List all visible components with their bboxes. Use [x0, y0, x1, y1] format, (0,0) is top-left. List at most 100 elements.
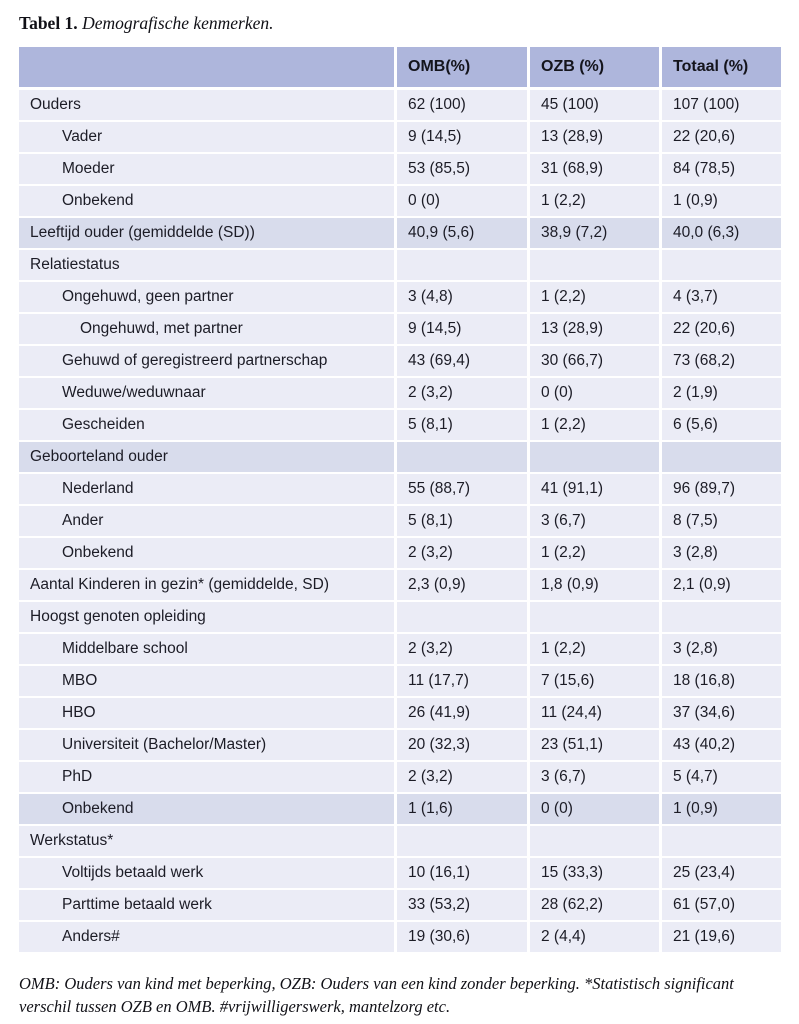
omb-value-cell: 1 (1,6)	[397, 794, 527, 824]
totaal-value-cell: 5 (4,7)	[662, 762, 781, 792]
table-row: Geboorteland ouder	[19, 442, 781, 472]
row-label-cell: Weduwe/weduwnaar	[19, 378, 394, 408]
omb-value-cell: 5 (8,1)	[397, 506, 527, 536]
totaal-value-cell: 61 (57,0)	[662, 890, 781, 920]
header-cell-ozb: OZB (%)	[530, 47, 659, 87]
totaal-value-cell: 25 (23,4)	[662, 858, 781, 888]
totaal-value-cell: 2,1 (0,9)	[662, 570, 781, 600]
header-cell-totaal: Totaal (%)	[662, 47, 781, 87]
omb-value-cell: 53 (85,5)	[397, 154, 527, 184]
omb-value-cell: 3 (4,8)	[397, 282, 527, 312]
table-row: Ongehuwd, met partner 9 (14,5) 13 (28,9)…	[19, 314, 781, 344]
omb-value-cell: 11 (17,7)	[397, 666, 527, 696]
table-caption: Tabel 1. Demografische kenmerken.	[19, 13, 780, 34]
totaal-value-cell	[662, 602, 781, 632]
totaal-value-cell: 4 (3,7)	[662, 282, 781, 312]
row-label-cell: Relatiestatus	[19, 250, 394, 280]
table-row: Gescheiden 5 (8,1) 1 (2,2) 6 (5,6)	[19, 410, 781, 440]
omb-value-cell: 9 (14,5)	[397, 314, 527, 344]
row-label-cell: Onbekend	[19, 186, 394, 216]
row-label-cell: Parttime betaald werk	[19, 890, 394, 920]
row-label-cell: Leeftijd ouder (gemiddelde (SD))	[19, 218, 394, 248]
ozb-value-cell: 1 (2,2)	[530, 634, 659, 664]
ozb-value-cell: 3 (6,7)	[530, 762, 659, 792]
table-row: Weduwe/weduwnaar 2 (3,2) 0 (0) 2 (1,9)	[19, 378, 781, 408]
table-row: Ouders 62 (100) 45 (100) 107 (100)	[19, 90, 781, 120]
omb-value-cell: 2 (3,2)	[397, 538, 527, 568]
omb-value-cell: 10 (16,1)	[397, 858, 527, 888]
omb-value-cell	[397, 602, 527, 632]
table-row: Moeder 53 (85,5) 31 (68,9) 84 (78,5)	[19, 154, 781, 184]
omb-value-cell: 2 (3,2)	[397, 378, 527, 408]
totaal-value-cell: 1 (0,9)	[662, 794, 781, 824]
omb-value-cell: 19 (30,6)	[397, 922, 527, 952]
ozb-value-cell: 13 (28,9)	[530, 122, 659, 152]
ozb-value-cell: 7 (15,6)	[530, 666, 659, 696]
totaal-value-cell: 8 (7,5)	[662, 506, 781, 536]
totaal-value-cell: 1 (0,9)	[662, 186, 781, 216]
table-row: HBO 26 (41,9) 11 (24,4) 37 (34,6)	[19, 698, 781, 728]
omb-value-cell: 0 (0)	[397, 186, 527, 216]
omb-value-cell	[397, 250, 527, 280]
omb-value-cell: 40,9 (5,6)	[397, 218, 527, 248]
table-row: Hoogst genoten opleiding	[19, 602, 781, 632]
header-cell-empty	[19, 47, 394, 87]
row-label-cell: Ander	[19, 506, 394, 536]
row-label-cell: Ongehuwd, geen partner	[19, 282, 394, 312]
totaal-value-cell	[662, 826, 781, 856]
ozb-value-cell	[530, 250, 659, 280]
row-label-cell: Moeder	[19, 154, 394, 184]
table-header-row: OMB(%) OZB (%) Totaal (%)	[19, 47, 781, 87]
totaal-value-cell: 43 (40,2)	[662, 730, 781, 760]
ozb-value-cell: 28 (62,2)	[530, 890, 659, 920]
table-row: Leeftijd ouder (gemiddelde (SD)) 40,9 (5…	[19, 218, 781, 248]
ozb-value-cell: 31 (68,9)	[530, 154, 659, 184]
table-row: Gehuwd of geregistreerd partnerschap 43 …	[19, 346, 781, 376]
omb-value-cell: 5 (8,1)	[397, 410, 527, 440]
row-label-cell: Anders#	[19, 922, 394, 952]
table-row: Relatiestatus	[19, 250, 781, 280]
omb-value-cell	[397, 442, 527, 472]
row-label-cell: Werkstatus*	[19, 826, 394, 856]
table-row: Vader 9 (14,5) 13 (28,9) 22 (20,6)	[19, 122, 781, 152]
ozb-value-cell: 45 (100)	[530, 90, 659, 120]
ozb-value-cell: 23 (51,1)	[530, 730, 659, 760]
ozb-value-cell: 1 (2,2)	[530, 186, 659, 216]
table-row: Middelbare school 2 (3,2) 1 (2,2) 3 (2,8…	[19, 634, 781, 664]
totaal-value-cell: 22 (20,6)	[662, 314, 781, 344]
ozb-value-cell: 15 (33,3)	[530, 858, 659, 888]
table-row: Ander 5 (8,1) 3 (6,7) 8 (7,5)	[19, 506, 781, 536]
row-label-cell: Geboorteland ouder	[19, 442, 394, 472]
row-label-cell: HBO	[19, 698, 394, 728]
row-label-cell: Voltijds betaald werk	[19, 858, 394, 888]
totaal-value-cell: 37 (34,6)	[662, 698, 781, 728]
ozb-value-cell: 11 (24,4)	[530, 698, 659, 728]
row-label-cell: Middelbare school	[19, 634, 394, 664]
totaal-value-cell: 40,0 (6,3)	[662, 218, 781, 248]
table-row: Werkstatus*	[19, 826, 781, 856]
table-footnote: OMB: Ouders van kind met beperking, OZB:…	[19, 974, 734, 1016]
ozb-value-cell	[530, 826, 659, 856]
ozb-value-cell: 1 (2,2)	[530, 410, 659, 440]
totaal-value-cell: 2 (1,9)	[662, 378, 781, 408]
totaal-value-cell: 73 (68,2)	[662, 346, 781, 376]
ozb-value-cell: 2 (4,4)	[530, 922, 659, 952]
totaal-value-cell: 3 (2,8)	[662, 538, 781, 568]
row-label-cell: Ongehuwd, met partner	[19, 314, 394, 344]
totaal-value-cell: 84 (78,5)	[662, 154, 781, 184]
omb-value-cell	[397, 826, 527, 856]
ozb-value-cell	[530, 602, 659, 632]
ozb-value-cell	[530, 442, 659, 472]
row-label-cell: Onbekend	[19, 794, 394, 824]
table-row: Voltijds betaald werk 10 (16,1) 15 (33,3…	[19, 858, 781, 888]
demographics-table: OMB(%) OZB (%) Totaal (%) Ouders 62 (100…	[19, 47, 781, 952]
table-body: Ouders 62 (100) 45 (100) 107 (100) Vader…	[19, 90, 781, 952]
totaal-value-cell: 3 (2,8)	[662, 634, 781, 664]
omb-value-cell: 2,3 (0,9)	[397, 570, 527, 600]
totaal-value-cell: 96 (89,7)	[662, 474, 781, 504]
row-label-cell: PhD	[19, 762, 394, 792]
row-label-cell: Vader	[19, 122, 394, 152]
ozb-value-cell: 38,9 (7,2)	[530, 218, 659, 248]
ozb-value-cell: 1,8 (0,9)	[530, 570, 659, 600]
row-label-cell: Onbekend	[19, 538, 394, 568]
